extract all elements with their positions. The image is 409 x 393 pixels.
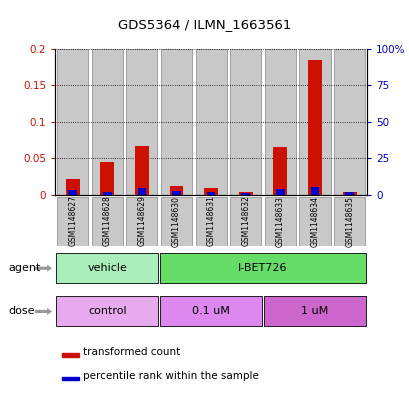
Text: vehicle: vehicle xyxy=(87,263,127,273)
Bar xyxy=(68,190,77,195)
Bar xyxy=(65,178,79,195)
Bar xyxy=(169,186,183,195)
Bar xyxy=(299,49,330,195)
Bar xyxy=(206,192,215,195)
Bar xyxy=(126,49,157,195)
Bar xyxy=(238,192,252,195)
Bar xyxy=(310,187,319,195)
Bar xyxy=(92,49,123,195)
Text: transformed count: transformed count xyxy=(83,347,180,357)
FancyBboxPatch shape xyxy=(160,296,261,327)
Bar xyxy=(172,191,180,195)
Bar xyxy=(307,60,321,195)
Bar xyxy=(342,192,356,195)
Bar xyxy=(100,162,114,195)
Bar xyxy=(57,49,88,195)
Bar xyxy=(229,49,261,195)
Text: GSM1148632: GSM1148632 xyxy=(240,196,249,246)
Bar xyxy=(195,49,226,195)
Bar xyxy=(333,49,364,195)
Text: GSM1148630: GSM1148630 xyxy=(172,196,181,246)
Bar xyxy=(137,188,146,195)
Bar xyxy=(61,353,79,357)
Text: percentile rank within the sample: percentile rank within the sample xyxy=(83,371,258,381)
Bar xyxy=(103,192,111,195)
FancyBboxPatch shape xyxy=(57,196,88,246)
FancyBboxPatch shape xyxy=(264,196,295,246)
Text: dose: dose xyxy=(8,307,35,316)
FancyBboxPatch shape xyxy=(299,196,330,246)
FancyBboxPatch shape xyxy=(126,196,157,246)
Text: control: control xyxy=(88,307,126,316)
FancyBboxPatch shape xyxy=(56,253,158,283)
Bar xyxy=(161,49,192,195)
Text: GSM1148628: GSM1148628 xyxy=(103,196,112,246)
FancyBboxPatch shape xyxy=(263,296,365,327)
Text: GSM1148633: GSM1148633 xyxy=(275,196,284,246)
FancyBboxPatch shape xyxy=(160,253,365,283)
Bar xyxy=(264,49,295,195)
Text: 1 uM: 1 uM xyxy=(301,307,328,316)
Text: GSM1148627: GSM1148627 xyxy=(68,196,77,246)
Text: GSM1148634: GSM1148634 xyxy=(310,196,319,246)
Text: GDS5364 / ILMN_1663561: GDS5364 / ILMN_1663561 xyxy=(118,18,291,31)
Bar xyxy=(273,147,287,195)
FancyBboxPatch shape xyxy=(333,196,364,246)
Text: I-BET726: I-BET726 xyxy=(238,263,287,273)
Bar xyxy=(61,376,79,380)
Bar xyxy=(344,192,353,195)
Text: agent: agent xyxy=(8,263,40,273)
Bar xyxy=(135,146,148,195)
Text: GSM1148629: GSM1148629 xyxy=(137,196,146,246)
FancyBboxPatch shape xyxy=(229,196,261,246)
Bar xyxy=(241,193,249,195)
Text: GSM1148635: GSM1148635 xyxy=(344,196,353,246)
FancyBboxPatch shape xyxy=(161,196,192,246)
FancyBboxPatch shape xyxy=(56,296,158,327)
Bar xyxy=(204,188,218,195)
Text: 0.1 uM: 0.1 uM xyxy=(192,307,229,316)
Bar xyxy=(275,189,284,195)
FancyBboxPatch shape xyxy=(195,196,226,246)
Text: GSM1148631: GSM1148631 xyxy=(206,196,215,246)
FancyBboxPatch shape xyxy=(92,196,123,246)
